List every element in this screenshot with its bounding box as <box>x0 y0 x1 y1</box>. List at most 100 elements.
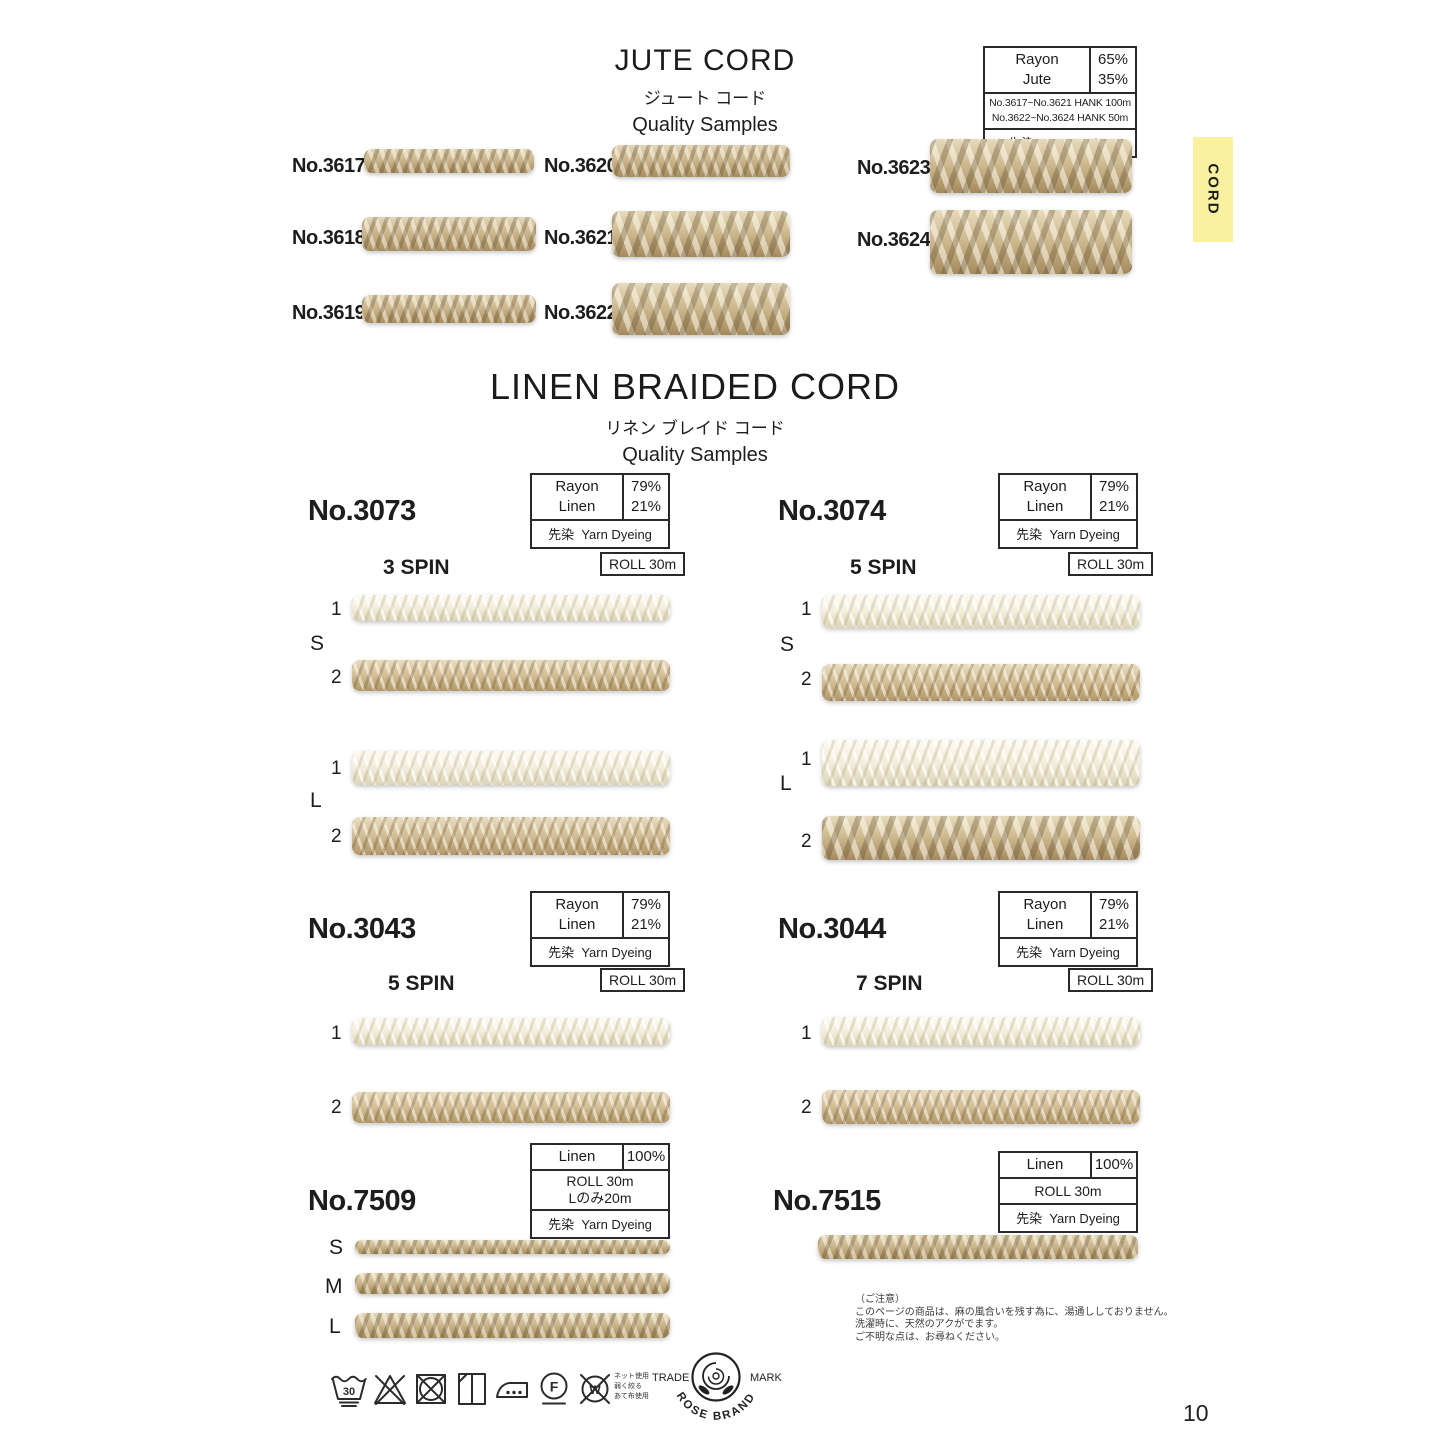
cord-sample <box>352 595 670 621</box>
cord-sample <box>930 210 1132 274</box>
wash-30-icon: 30 <box>330 1370 368 1408</box>
spin-label: 3 SPIN <box>383 556 450 579</box>
rose-brand-logo: TRADE MARK ROSE BRAND <box>650 1350 782 1430</box>
composition-box: Rayon Linen 79% 21% 先染 Yarn Dyeing <box>530 891 670 967</box>
hank-info: No.3617~No.3621 HANK 100m No.3622~No.362… <box>985 94 1135 130</box>
notice-line: ご不明な点は、お尋ねください。 <box>855 1331 1005 1343</box>
material-percent: 21% <box>630 916 662 933</box>
material-label: Linen <box>1026 1156 1064 1173</box>
cord-sample <box>352 751 670 785</box>
care-japanese-notes: ネット使用 弱く絞る あて布使用 <box>614 1372 649 1402</box>
yarn-dyeing-ja: 先染 <box>1016 527 1043 542</box>
jute-section-title-ja: ジュート コード <box>643 89 767 108</box>
roll-badge: ROLL 30m <box>600 552 686 576</box>
cord-sample <box>352 1092 670 1123</box>
cord-sample <box>822 1017 1140 1046</box>
hank-line: No.3622~No.3624 HANK 50m <box>991 112 1129 124</box>
product-number: No.7515 <box>773 1185 881 1217</box>
cord-sample <box>362 295 536 323</box>
roll-badge: ROLL 30m <box>1068 552 1154 576</box>
notice-line: このページの商品は、麻の風合いを残す為に、湯通ししておりません。 <box>855 1306 1174 1318</box>
cord-sample <box>822 595 1140 628</box>
yarn-dyeing-row: 先染 Yarn Dyeing <box>532 521 668 547</box>
jute-quality-samples-label: Quality Samples <box>632 114 778 136</box>
line-number: 1 <box>801 1023 812 1044</box>
line-number: 2 <box>801 1097 812 1118</box>
composition-box: Linen 100% ROLL 30m 先染 Yarn Dyeing <box>998 1151 1138 1233</box>
size-label: L <box>329 1315 341 1338</box>
material-percent: 79% <box>1098 478 1130 495</box>
yarn-dyeing-en: Yarn Dyeing <box>581 945 652 960</box>
material-percent: 100% <box>1094 1156 1134 1173</box>
rose-brand-arc-label: ROSE BRAND <box>674 1390 758 1422</box>
material-percent: 79% <box>1098 896 1130 913</box>
size-label: L <box>310 789 322 812</box>
composition-table: Rayon Jute 65% 35% <box>985 48 1135 94</box>
rose-petal-inner <box>707 1368 725 1385</box>
yarn-dyeing-row: 先染 Yarn Dyeing <box>532 1211 668 1237</box>
yarn-dyeing-row: 先染 Yarn Dyeing <box>1000 521 1136 547</box>
linen-section-header: LINEN BRAIDED CORD リネン ブレイド コード Quality … <box>430 366 960 467</box>
product-number: No.3043 <box>308 913 416 945</box>
notice-line: 洗濯時に、天然のアクがでます。 <box>855 1319 1004 1330</box>
product-number: No.3617 <box>292 155 366 177</box>
svg-text:W: W <box>589 1383 601 1397</box>
material-labels: Rayon Jute <box>985 48 1089 92</box>
line-number: 2 <box>801 669 812 690</box>
material-label: Linen <box>1026 916 1064 933</box>
yarn-dyeing-en: Yarn Dyeing <box>1049 945 1120 960</box>
product-number: No.3624 <box>857 229 931 251</box>
material-label: Linen <box>1026 498 1064 515</box>
yarn-dyeing-en: Yarn Dyeing <box>581 527 652 542</box>
linen-quality-samples-label: Quality Samples <box>622 444 768 466</box>
trademark-left-label: TRADE <box>652 1372 689 1384</box>
yarn-dyeing-ja: 先染 <box>1016 945 1043 960</box>
yarn-dyeing-row: 先染 Yarn Dyeing <box>1000 1205 1136 1231</box>
line-number: 1 <box>331 1023 342 1044</box>
material-label: Jute <box>1022 71 1052 88</box>
cord-sample <box>822 740 1140 786</box>
cord-sample <box>930 139 1132 193</box>
material-percent: 65% <box>1097 51 1129 68</box>
spin-label: 5 SPIN <box>388 972 455 995</box>
cord-side-tab: CORD <box>1193 137 1233 242</box>
linen-section-title-ja: リネン ブレイド コード <box>605 419 785 438</box>
cord-sample <box>355 1273 670 1294</box>
line-number: 1 <box>331 599 342 620</box>
cord-sample <box>612 283 790 335</box>
cord-sample <box>822 816 1140 860</box>
yarn-dyeing-en: Yarn Dyeing <box>1049 1211 1120 1226</box>
do-not-wet-clean-icon: W <box>576 1370 614 1408</box>
trademark-right-label: MARK <box>750 1372 782 1384</box>
material-label: Rayon <box>1023 478 1067 495</box>
product-number: No.3073 <box>308 495 416 527</box>
roll-line: ROLL 30m <box>566 1173 634 1189</box>
spin-label: 7 SPIN <box>856 972 923 995</box>
material-percent: 21% <box>1098 916 1130 933</box>
care-note-line: 弱く絞る <box>614 1383 642 1390</box>
cord-sample <box>822 664 1140 701</box>
material-label: Rayon <box>555 896 599 913</box>
material-label: Linen <box>558 916 596 933</box>
material-percent: 35% <box>1097 71 1129 88</box>
material-label: Rayon <box>555 478 599 495</box>
linen-section-title: LINEN BRAIDED CORD <box>489 366 901 407</box>
rose-center <box>712 1372 720 1380</box>
composition-box: Rayon Linen 79% 21% 先染 Yarn Dyeing <box>998 473 1138 549</box>
size-label: S <box>310 632 325 655</box>
roll-badge: ROLL 30m <box>600 968 686 992</box>
roll-info: ROLL 30m Lのみ20m <box>532 1171 668 1211</box>
iron-icon <box>494 1370 532 1408</box>
notice-text: （ご注意） このページの商品は、麻の風合いを残す為に、湯通ししておりません。 洗… <box>855 1294 1174 1344</box>
roll-info: ROLL 30m <box>1000 1179 1136 1205</box>
do-not-tumble-dry-icon <box>412 1370 450 1408</box>
yarn-dyeing-ja: 先染 <box>548 1217 575 1232</box>
line-number: 1 <box>801 749 812 770</box>
rose-leaf <box>698 1385 710 1395</box>
cord-sample <box>364 149 534 173</box>
line-number: 1 <box>331 758 342 779</box>
cord-sample <box>355 1313 670 1338</box>
product-number: No.3622 <box>544 302 618 324</box>
roll-line: ROLL 30m <box>1034 1183 1102 1199</box>
yarn-dyeing-en: Yarn Dyeing <box>581 1217 652 1232</box>
